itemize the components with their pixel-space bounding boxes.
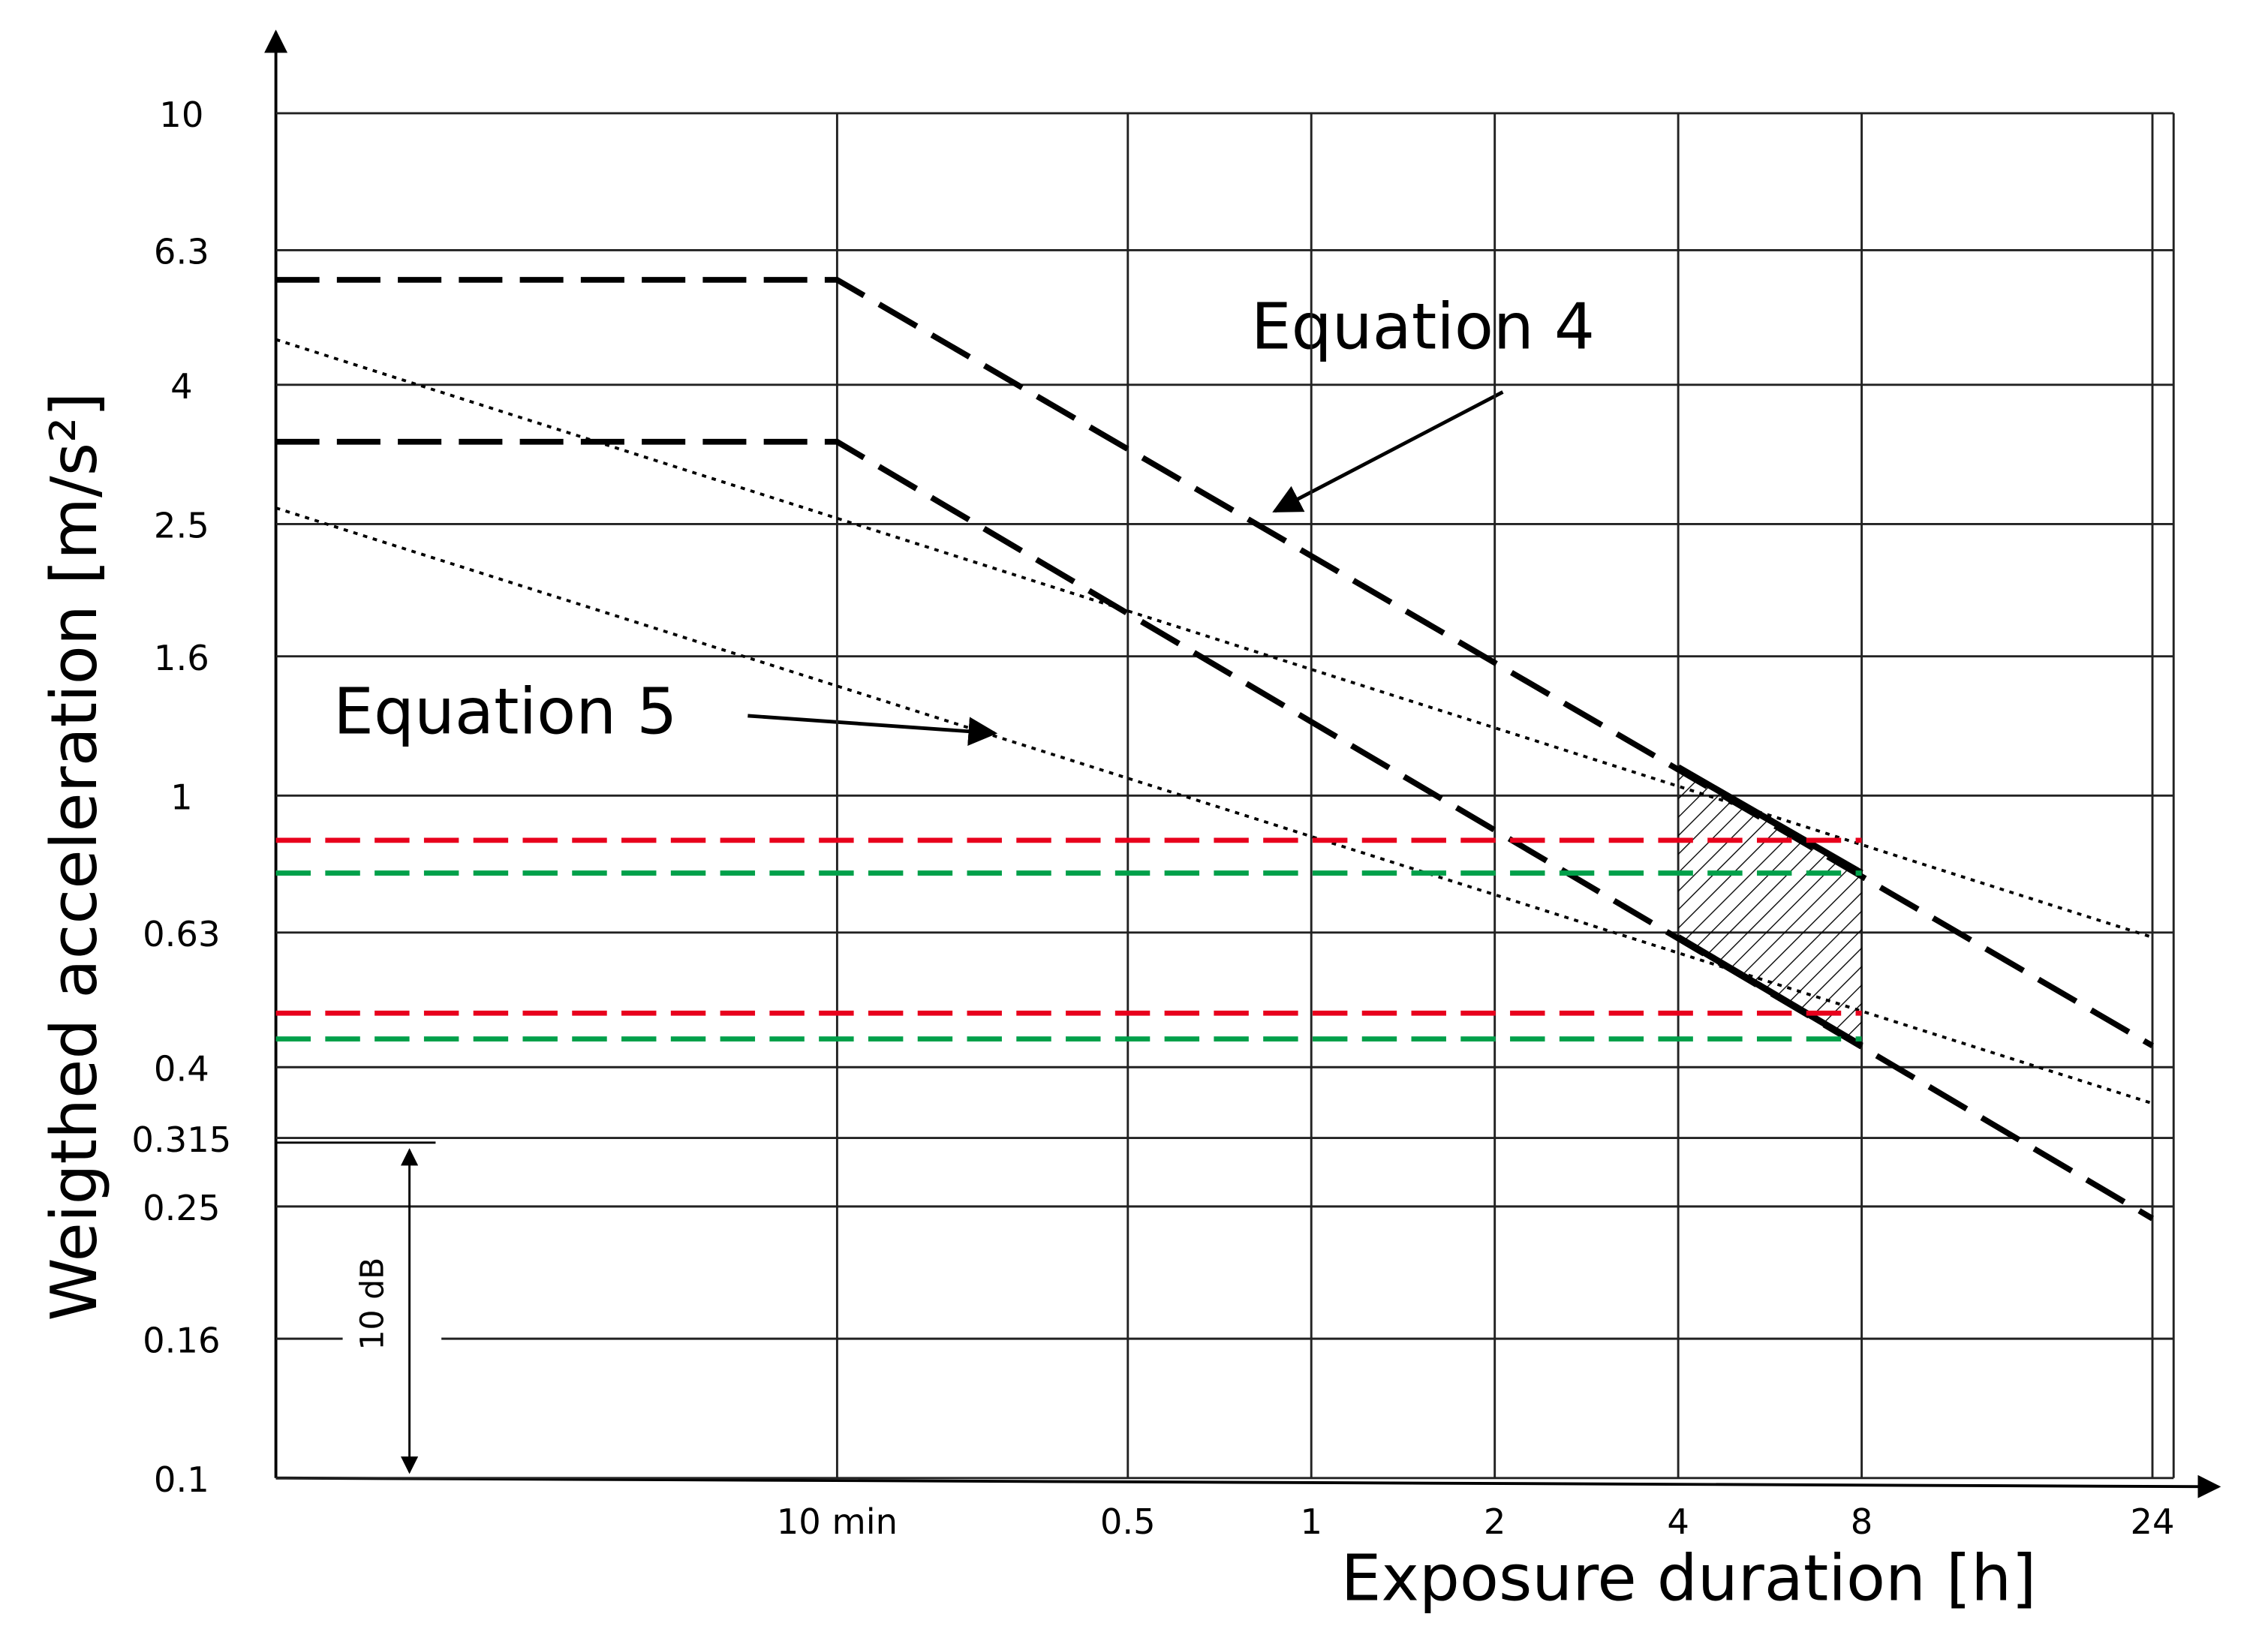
annotation: Equation 5 <box>333 675 677 749</box>
y-tick-label: 0.315 <box>131 1120 231 1160</box>
y-tick-label: 0.25 <box>143 1188 220 1228</box>
x-tick-label: 0.5 <box>1100 1501 1156 1542</box>
x-tick-label: 4 <box>1667 1501 1689 1542</box>
x-tick-label: 2 <box>1484 1501 1506 1542</box>
x-tick-label: 24 <box>2130 1501 2174 1542</box>
y-tick-label: 10 <box>159 95 203 135</box>
x-tick-label: 10 min <box>777 1501 898 1542</box>
y-tick-label: 2.5 <box>154 506 209 546</box>
y-tick-label: 6.3 <box>154 232 209 272</box>
series-line <box>1676 934 1863 1049</box>
y-tick-label: 1 <box>170 777 193 818</box>
x-tick-label: 1 <box>1300 1501 1322 1542</box>
y-tick-label: 0.1 <box>154 1459 209 1500</box>
series-line <box>275 277 2154 1049</box>
series-line <box>275 506 2153 1105</box>
grid <box>275 112 2175 1480</box>
series-line <box>275 438 2154 1222</box>
annotation-arrow <box>747 714 998 746</box>
series-line <box>1676 764 1863 876</box>
decibel-marker: 10 dB <box>275 1141 442 1474</box>
x-axis <box>275 1474 2221 1498</box>
y-tick-label: 1.6 <box>154 638 209 678</box>
annotation: 10 dB <box>354 1258 392 1351</box>
y-axis-title: Weigthed acceleration [m/s²] <box>38 392 112 1321</box>
y-tick-label: 0.4 <box>154 1049 209 1090</box>
label-background <box>342 1246 442 1362</box>
y-tick-label: 4 <box>170 366 193 407</box>
caution-zone <box>1678 767 1862 1046</box>
plot-area <box>275 277 2154 1222</box>
x-axis-title: Exposure duration [h] <box>1341 1542 2037 1616</box>
annotation: Equation 4 <box>1251 290 1595 365</box>
annotation-arrow <box>1272 390 1504 513</box>
y-tick-label: 0.16 <box>143 1320 220 1360</box>
x-tick-label: 8 <box>1851 1501 1873 1542</box>
y-tick-label: 0.63 <box>143 914 220 954</box>
series-line <box>275 338 2153 939</box>
